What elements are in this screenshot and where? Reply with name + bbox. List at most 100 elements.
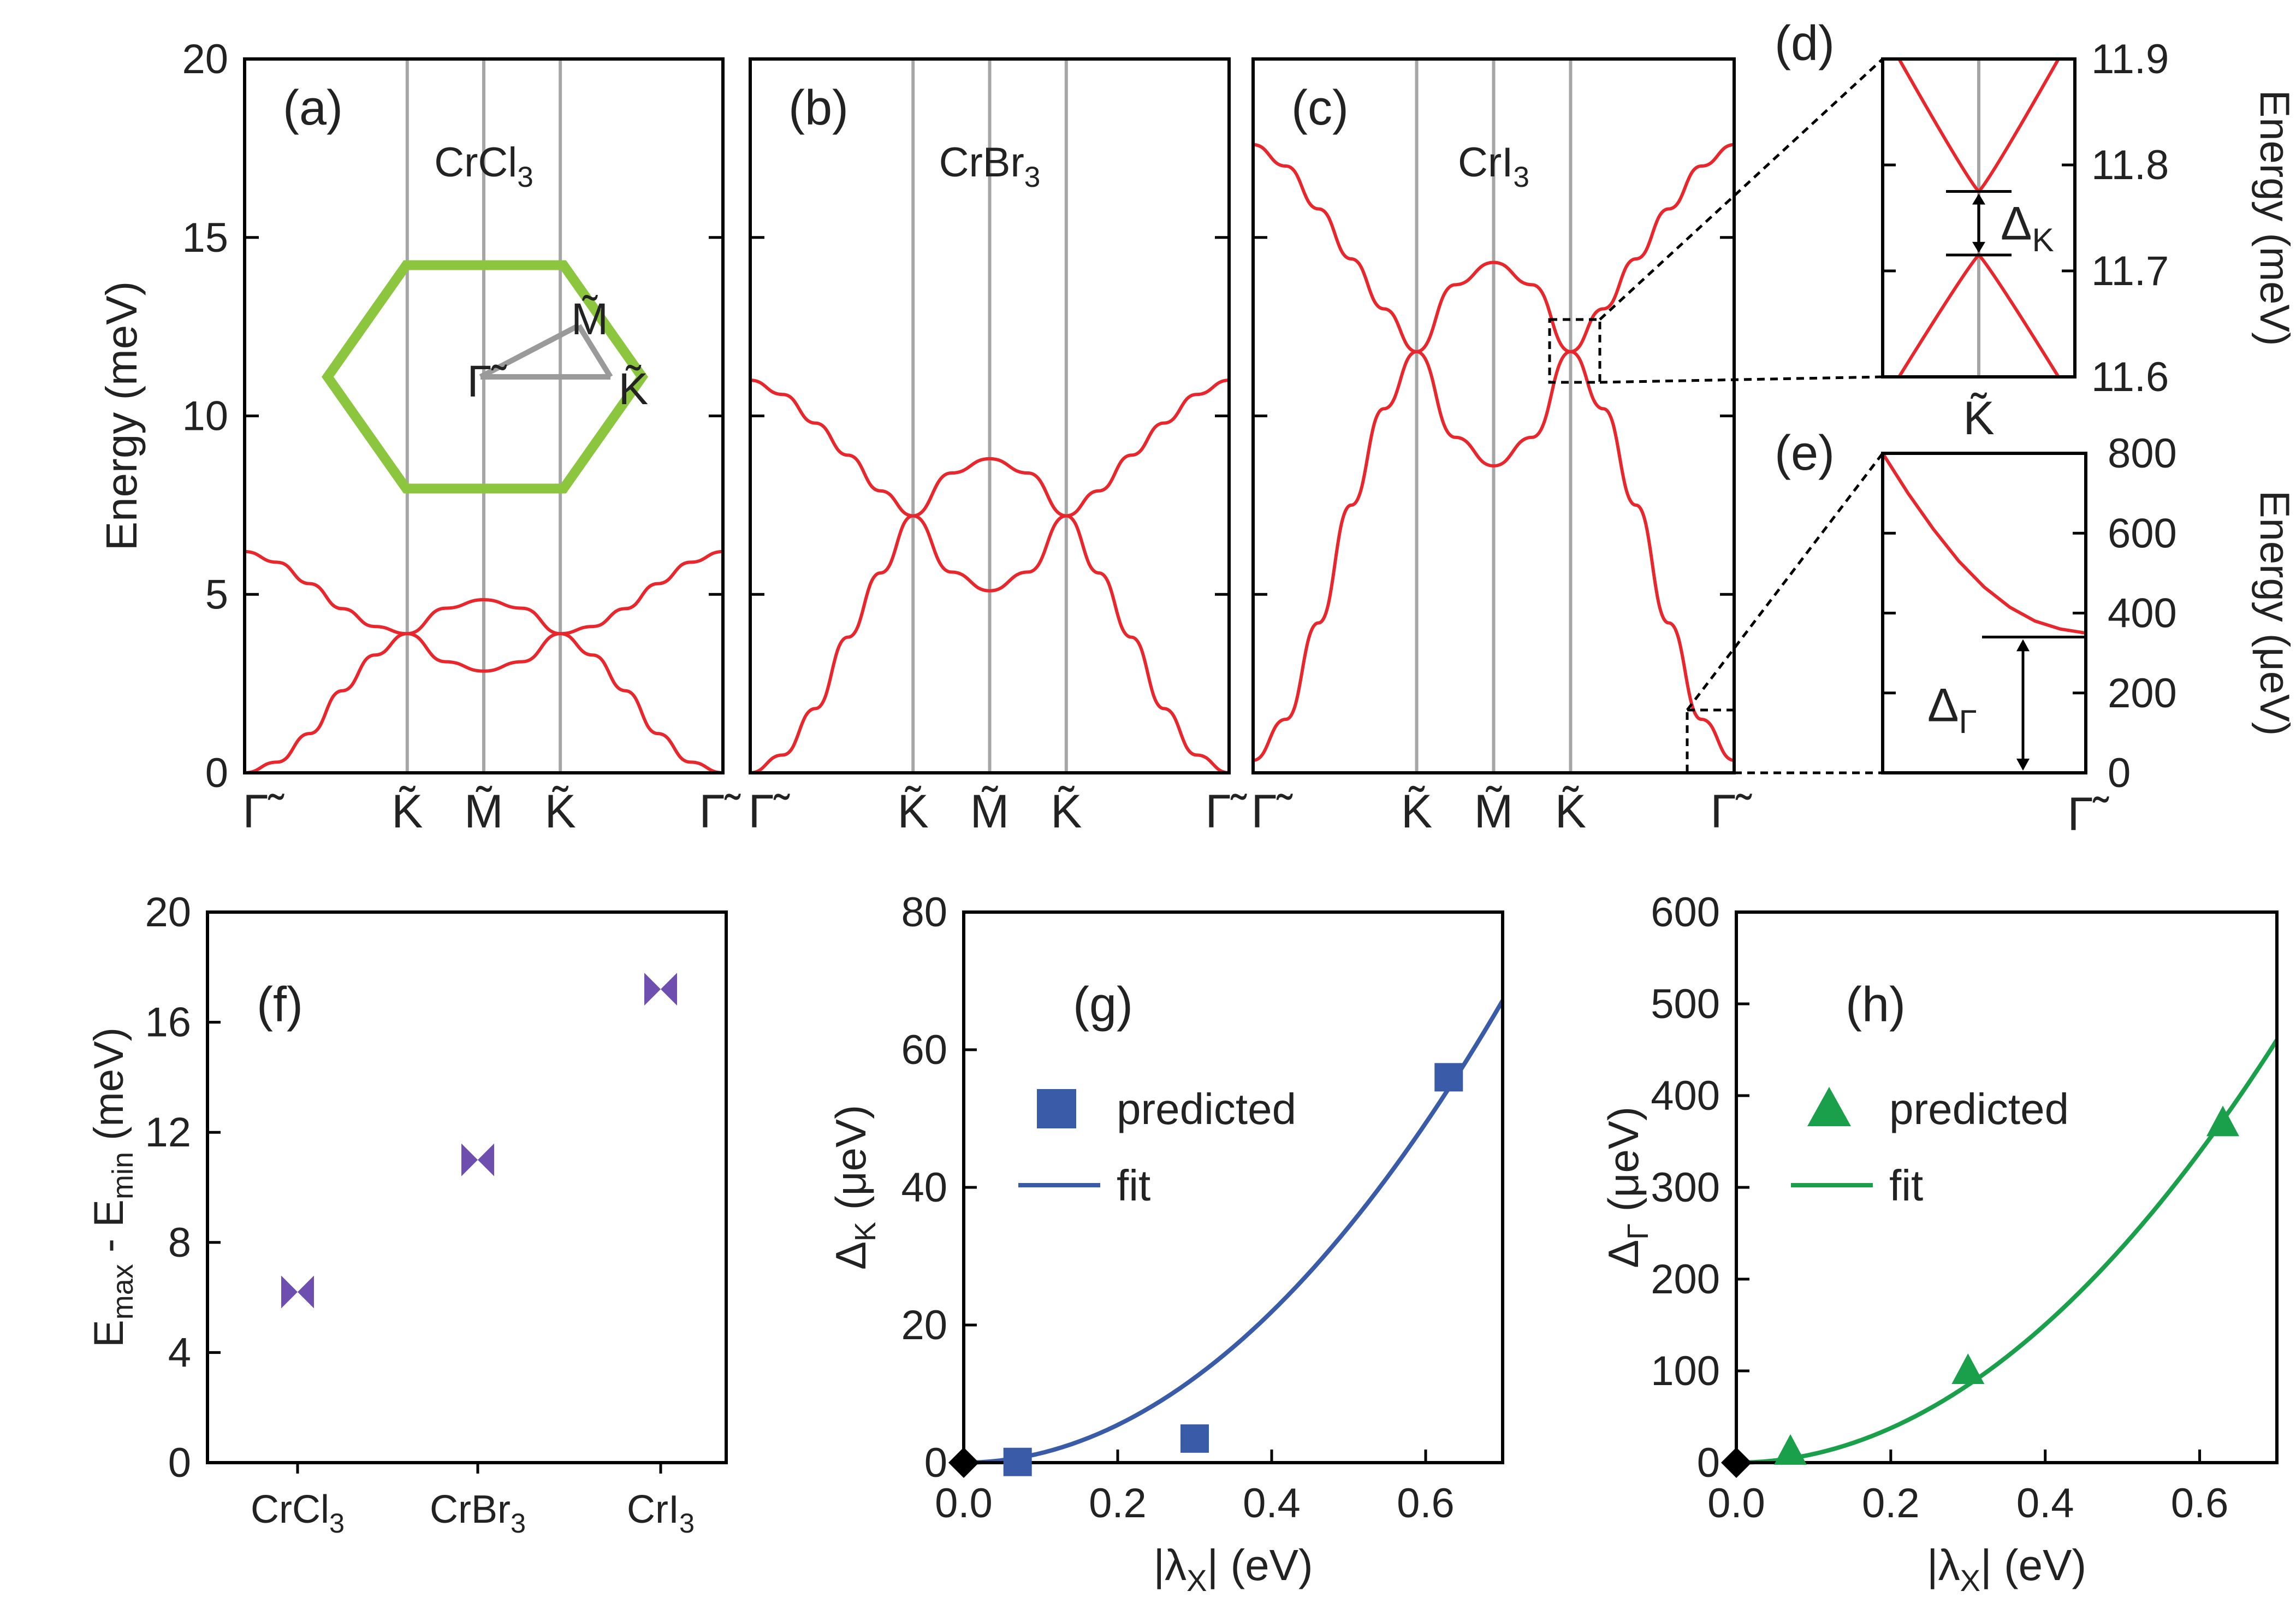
y-tick-label: 800	[2108, 430, 2177, 477]
data-point-right	[478, 1143, 494, 1176]
panel-label: (g)	[1073, 978, 1133, 1032]
x-tick-label: Γ̃	[699, 785, 741, 838]
panel-label: (b)	[788, 81, 849, 135]
gap-arrowhead	[2016, 759, 2030, 771]
panel-label: (c)	[1291, 81, 1349, 135]
panel-label: (e)	[1775, 426, 1835, 481]
gap-label-k: ΔK	[2001, 198, 2054, 259]
gap-label-gamma: ΔΓ	[1927, 679, 1977, 741]
x-tick-label: 0.0	[935, 1480, 993, 1527]
band-acoustic	[244, 632, 723, 774]
y-tick-label: 20	[901, 1302, 947, 1348]
legend-label-fit: fit	[1117, 1161, 1150, 1210]
data-point-right	[661, 973, 677, 1006]
zoom-line	[1599, 375, 1883, 384]
x-tick-label: CrBr3	[430, 1488, 526, 1539]
data-point-left	[644, 973, 661, 1006]
material-label: CrI3	[1458, 139, 1529, 193]
fit-line	[963, 999, 1505, 1465]
x-tick-label: M̃	[1474, 785, 1514, 838]
data-point	[1951, 1353, 1985, 1384]
y-tick-label: 10	[182, 393, 228, 440]
y-tick-label: 500	[1651, 981, 1720, 1027]
y-tick-label: 200	[2108, 670, 2177, 717]
data-point-left	[461, 1143, 478, 1176]
inset-label-m: M̃	[571, 294, 608, 344]
x-tick-label: M̃	[970, 785, 1010, 838]
y-tick-label: 16	[145, 999, 191, 1046]
band-optical	[244, 549, 723, 636]
x-tick-label: CrCl3	[251, 1488, 345, 1539]
plot-frame	[1881, 57, 2077, 378]
legend-label-fit: fit	[1889, 1161, 1923, 1210]
y-tick-label: 600	[1651, 889, 1720, 936]
x-tick-label: K̃	[897, 785, 928, 838]
origin-point	[1721, 1447, 1752, 1478]
x-tick-label: K̃	[391, 785, 423, 838]
x-tick-label: 0.6	[2171, 1480, 2229, 1527]
inset-label-k: K̃	[619, 364, 649, 414]
path-gamma-m	[479, 323, 580, 380]
y-tick-label: 12	[145, 1109, 191, 1156]
y-tick-label: 5	[205, 571, 228, 618]
fit-line	[1736, 1039, 2279, 1465]
data-point	[1003, 1447, 1032, 1476]
x-tick-label: 0.2	[1862, 1480, 1920, 1527]
legend-marker	[1807, 1087, 1851, 1126]
legend-label-predicted: predicted	[1117, 1085, 1296, 1133]
y-tick-label: 11.8	[2091, 142, 2169, 188]
y-tick-label: 60	[901, 1027, 947, 1073]
panel-g: 0 20 40 60 80 0.0 0.2 0.4 0.6 predicted fit (g) |λX|…	[827, 889, 1505, 1597]
x-axis-label: |λX| (eV)	[1153, 1541, 1313, 1597]
x-tick-label: Γ̃	[1251, 785, 1293, 838]
zoom-line	[1599, 58, 1884, 321]
y-tick-label: 0	[2108, 750, 2131, 796]
panel-label: (h)	[1846, 978, 1906, 1032]
y-axis-label: ΔK (μeV)	[827, 1105, 882, 1270]
panel-label: (d)	[1775, 16, 1835, 71]
y-tick-label: 20	[145, 889, 191, 936]
x-axis-label: |λX| (eV)	[1927, 1541, 2086, 1597]
zoom-box-k	[1548, 318, 1601, 384]
data-point-right	[298, 1275, 314, 1309]
band-acoustic	[750, 514, 1230, 774]
data-point	[1180, 1424, 1209, 1453]
path-m-k	[576, 324, 613, 378]
y-tick-label: 20	[182, 36, 228, 82]
panel-b: Γ̃ K̃ M̃ K̃ Γ̃ (b) CrBr3	[748, 57, 1248, 838]
y-tick-label: 15	[182, 215, 228, 261]
y-axis-label: Energy (μeV)	[2251, 490, 2296, 736]
y-tick-label: 8	[168, 1220, 191, 1266]
legend-label-predicted: predicted	[1889, 1085, 2069, 1133]
x-tick-label: 0.2	[1089, 1480, 1147, 1527]
data-point	[1434, 1063, 1463, 1092]
band-optical	[1253, 143, 1735, 353]
y-tick-label: 80	[901, 889, 947, 936]
y-tick-label: 0	[1697, 1440, 1720, 1486]
panel-e: ΔΓ 0 200 400 600 800 Energy (μeV) Γ̃ (e)	[1775, 426, 2296, 841]
x-tick-label: K̃	[544, 785, 576, 838]
y-tick-label: 11.7	[2091, 248, 2169, 294]
y-tick-label: 0	[205, 750, 228, 796]
x-tick-label: 0.4	[2016, 1480, 2074, 1527]
x-tick-label: CrI3	[627, 1488, 695, 1539]
panel-label: (f)	[257, 978, 303, 1032]
x-tick-label: Γ̃	[242, 785, 284, 838]
data-point	[2206, 1105, 2239, 1137]
y-axis-label: Energy (meV)	[97, 281, 146, 551]
y-tick-label: 400	[2108, 590, 2177, 637]
data-point-left	[281, 1275, 298, 1309]
brillouin-hexagon	[321, 260, 649, 494]
gap-arrowhead	[1972, 193, 1985, 205]
x-tick-label: Γ̃	[1710, 785, 1752, 838]
y-tick-label: 11.9	[2091, 36, 2169, 82]
x-tick-label: K̃	[1051, 785, 1082, 838]
plot-frame	[206, 910, 728, 1464]
y-axis-label: ΔΓ (μeV)	[1599, 1107, 1654, 1268]
x-tick-label: 0.6	[1397, 1480, 1455, 1527]
x-tick-label: K̃	[1963, 392, 1994, 445]
panel-c: Γ̃ K̃ M̃ K̃ Γ̃ (c) CrI3	[1251, 57, 1753, 838]
origin-point	[948, 1447, 979, 1478]
